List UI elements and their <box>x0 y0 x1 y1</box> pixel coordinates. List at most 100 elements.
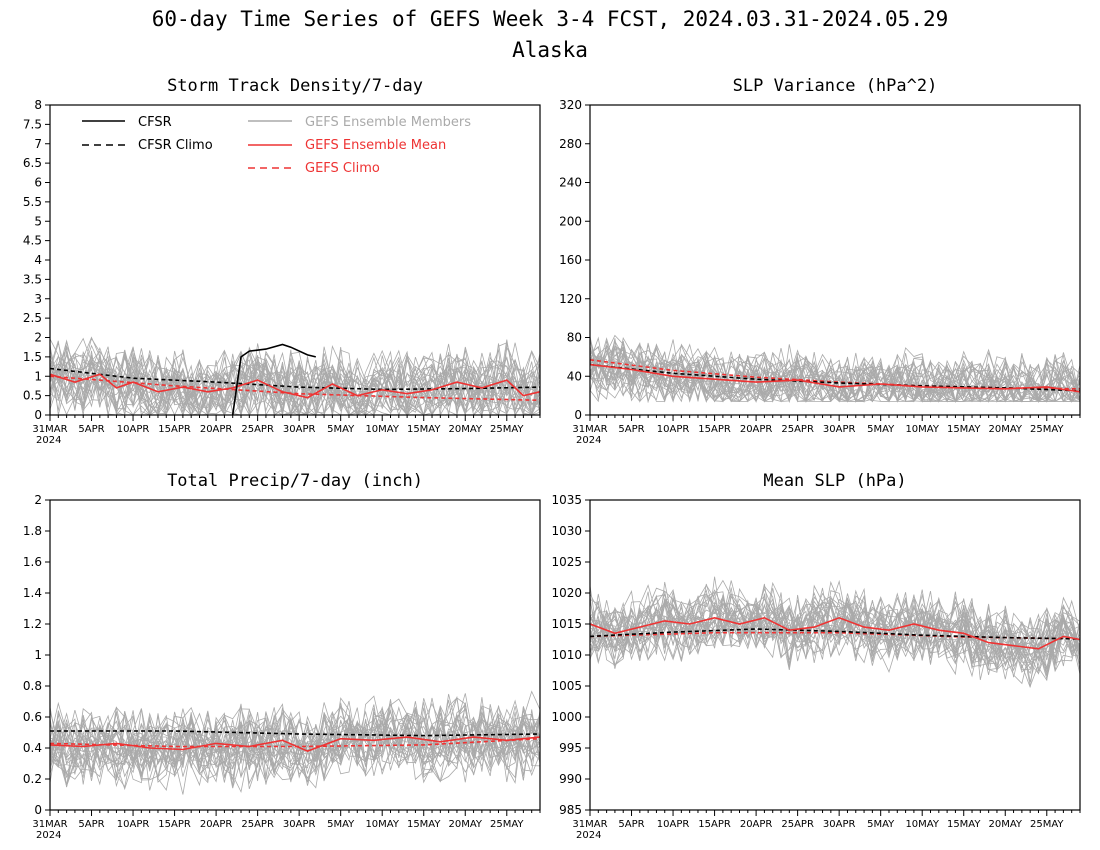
ensemble-member-line <box>589 593 1081 673</box>
legend-cfsr-label: CFSR <box>138 115 172 130</box>
x-tick-label: 31MAR <box>32 819 67 830</box>
ensemble-member-line <box>49 693 541 783</box>
legend-gefs-climo-label: GEFS Climo <box>305 161 380 176</box>
ensemble-member-line <box>49 705 541 776</box>
x-tick-label: 15MAY <box>947 424 981 435</box>
cfsr-climo-line <box>49 367 541 391</box>
y-tick-label: 7 <box>34 137 42 151</box>
panel-title: Mean SLP (hPa) <box>763 471 906 491</box>
x-tick-label: 25APR <box>241 424 274 435</box>
ensemble-member-line <box>589 334 1081 403</box>
x-tick-label: 20MAY <box>988 819 1022 830</box>
x-tick-label: 5MAY <box>867 424 895 435</box>
ensemble-member-line <box>49 706 541 779</box>
y-tick-label: 3.5 <box>23 272 42 286</box>
y-tick-label: 1.8 <box>23 524 42 538</box>
x-tick-label: 25APR <box>781 819 814 830</box>
panel-title: Storm Track Density/7-day <box>167 76 423 96</box>
x-tick-label: 10MAY <box>905 819 939 830</box>
x-tick-label: 5APR <box>618 819 644 830</box>
ensemble-member-line <box>589 338 1081 403</box>
ensemble-member-line <box>589 598 1081 664</box>
x-tick-label: 10MAY <box>365 424 399 435</box>
x-tick-label: 15MAY <box>407 819 441 830</box>
x-tick-label: 5MAY <box>327 424 355 435</box>
legend-ens-mean-label: GEFS Ensemble Mean <box>305 138 446 153</box>
x-year-label: 2024 <box>36 830 61 841</box>
panel-title: SLP Variance (hPa^2) <box>733 76 938 96</box>
ensemble-member-line <box>49 349 541 417</box>
y-tick-label: 1.6 <box>23 555 42 569</box>
x-tick-label: 15APR <box>158 424 191 435</box>
legend-members-label: GEFS Ensemble Members <box>305 115 471 130</box>
ensemble-member-line <box>49 707 541 783</box>
ensemble-member-line <box>49 342 541 417</box>
y-tick-label: 1015 <box>551 617 582 631</box>
x-tick-label: 31MAR <box>32 424 67 435</box>
x-tick-label: 10APR <box>657 819 690 830</box>
x-tick-label: 5MAY <box>327 819 355 830</box>
x-tick-label: 30APR <box>823 819 856 830</box>
ensemble-member-line <box>589 337 1081 403</box>
y-tick-label: 1020 <box>551 586 582 600</box>
cfsr-climo-line <box>589 628 1081 640</box>
y-tick-label: 0.4 <box>23 741 42 755</box>
y-tick-label: 0.6 <box>23 710 42 724</box>
ensemble-member-line <box>589 591 1081 665</box>
x-tick-label: 31MAR <box>572 424 607 435</box>
x-tick-label: 30APR <box>823 424 856 435</box>
x-tick-label: 5APR <box>618 424 644 435</box>
x-tick-label: 10MAY <box>905 424 939 435</box>
x-year-label: 2024 <box>576 830 601 841</box>
ensemble-member-line <box>49 708 541 780</box>
ens-mean-line <box>49 736 541 752</box>
y-tick-label: 990 <box>559 772 582 786</box>
y-tick-label: 0 <box>34 408 42 422</box>
x-tick-label: 30APR <box>283 819 316 830</box>
ensemble-member-line <box>49 348 541 416</box>
y-tick-label: 4 <box>34 253 42 267</box>
ensemble-member-line <box>589 591 1081 678</box>
ensemble-member-line <box>49 348 541 416</box>
x-tick-label: 30APR <box>283 424 316 435</box>
legend-cfsr-climo-label: CFSR Climo <box>138 138 213 153</box>
ensemble-member-line <box>589 587 1081 678</box>
ensemble-member-line <box>49 703 541 786</box>
mean-slp-panel: Mean SLP (hPa) 985 990 995 1000 1005 1010 1015 1… <box>551 471 1081 841</box>
x-tick-label: 15MAY <box>407 424 441 435</box>
x-year-label: 2024 <box>576 435 601 446</box>
ens-mean-line <box>589 363 1081 393</box>
ensemble-member-line <box>49 339 541 417</box>
y-tick-label: 0.2 <box>23 772 42 786</box>
x-tick-label: 20APR <box>200 424 233 435</box>
x-tick-label: 15APR <box>698 819 731 830</box>
x-tick-label: 10APR <box>657 424 690 435</box>
x-tick-label: 20APR <box>740 819 773 830</box>
y-tick-label: 160 <box>559 253 582 267</box>
ensemble-member-line <box>49 711 541 791</box>
slp-variance-panel: SLP Variance (hPa^2) 0 40 80 120 160 200 240 280… <box>559 76 1081 446</box>
x-tick-label: 15APR <box>158 819 191 830</box>
y-tick-label: 1 <box>34 369 42 383</box>
y-tick-label: 8 <box>34 98 42 112</box>
legend: CFSR CFSR Climo GEFS Ensemble Members GE… <box>82 115 471 176</box>
y-tick-label: 280 <box>559 137 582 151</box>
y-tick-label: 6 <box>34 176 42 190</box>
y-tick-label: 1035 <box>551 493 582 507</box>
y-tick-label: 2 <box>34 493 42 507</box>
y-tick-label: 200 <box>559 214 582 228</box>
x-tick-label: 20APR <box>740 424 773 435</box>
x-tick-label: 5APR <box>78 424 104 435</box>
y-tick-label: 5 <box>34 214 42 228</box>
ensemble-member-line <box>589 589 1081 682</box>
y-tick-label: 80 <box>567 331 582 345</box>
panel-title: Total Precip/7-day (inch) <box>167 471 423 491</box>
gefs-climo-line <box>49 375 541 402</box>
y-tick-label: 3 <box>34 292 42 306</box>
x-tick-label: 10APR <box>117 819 150 830</box>
x-tick-label: 15MAY <box>947 819 981 830</box>
ens-mean-line <box>589 616 1081 650</box>
ensemble-member-line <box>49 706 541 788</box>
y-tick-label: 120 <box>559 292 582 306</box>
